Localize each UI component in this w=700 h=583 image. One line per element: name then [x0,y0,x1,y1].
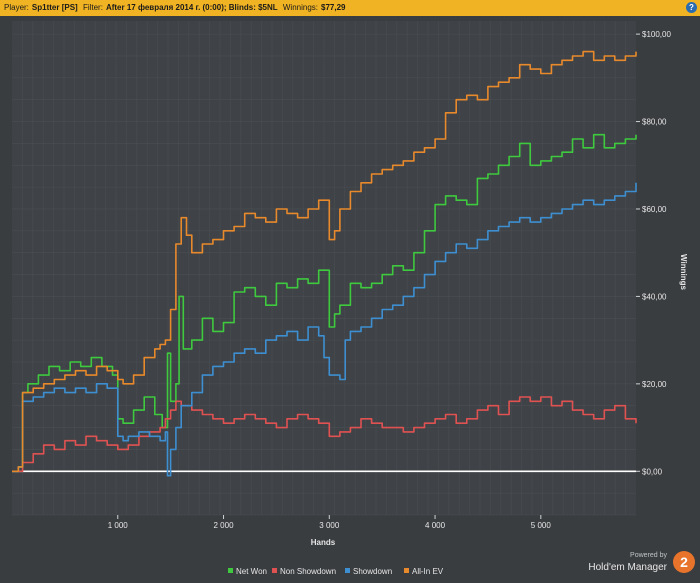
x-axis-ticks: 1 000 2 000 3 000 4 000 5 000 [108,515,552,530]
help-icon[interactable]: ? [686,2,697,13]
hem-logo-icon: 2 [673,551,695,573]
series-line-non-showdown [12,396,637,473]
legend-label: Net Won [236,567,267,576]
y-tick-label: $80,00 [642,118,667,127]
hem-branding: Powered by Hold'em Manager 2 [555,549,695,579]
series-line-showdown [12,182,637,477]
y-tick-label: $40,00 [642,292,667,301]
powered-by-text: Powered by [630,552,667,559]
grid-lines [12,21,636,516]
filter-label: Filter: [82,3,103,12]
legend-label: All-In EV [412,567,444,576]
x-tick-label: 5 000 [531,521,552,530]
winnings-value: $77,29 [321,3,346,12]
x-tick-label: 3 000 [319,521,340,530]
legend: Net Won Non Showdown Showdown All-In EV [228,567,444,576]
legend-label: Non Showdown [280,567,336,576]
y-tick-label: $20,00 [642,380,667,389]
y-tick-label: $60,00 [642,205,667,214]
filter-bar: Player: Sp1tter [PS] Filter: After 17 февр… [0,0,700,16]
series-lines [12,50,637,477]
y-axis-ticks: $0,00 $20,00 $40,00 $60,00 $80,00 $100,00 [636,30,671,476]
player-label: Player: [4,3,29,12]
x-axis-label: Hands [311,538,336,547]
series-line-all-in-ev [12,50,637,473]
x-tick-label: 4 000 [425,521,446,530]
legend-label: Showdown [353,567,392,576]
y-axis-label: Winnings [679,254,688,290]
winnings-label: Winnings: [282,3,318,12]
product-name: Hold'em Manager [588,562,667,573]
player-value: Sp1tter [PS] [31,3,78,12]
x-tick-label: 2 000 [214,521,235,530]
legend-swatch [272,568,277,573]
legend-swatch [345,568,350,573]
x-tick-label: 1 000 [108,521,129,530]
series-line-net-won [12,133,637,473]
legend-swatch [404,568,409,573]
y-tick-label: $100,00 [642,30,671,39]
legend-swatch [228,568,233,573]
y-tick-label: $0,00 [642,467,663,476]
filter-value: After 17 февраля 2014 г. (0:00); Blinds:… [105,3,278,12]
